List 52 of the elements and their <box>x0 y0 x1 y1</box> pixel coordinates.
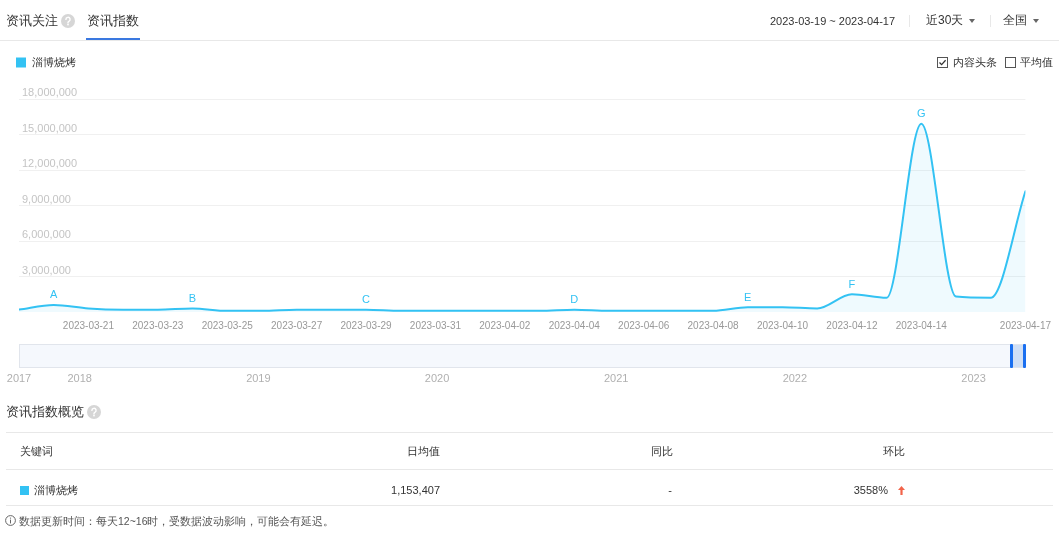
y-tick-label: 18,000,000 <box>22 86 78 99</box>
x-tick-label: 2023-04-06 <box>618 319 670 331</box>
text: 淄博烧烤 <box>34 483 78 497</box>
annotation: A <box>50 288 59 301</box>
text: 数据更新时间：每天12~16时，受数据波动影响，可能会有延迟。 <box>19 514 335 528</box>
x2-tick-label: 2020 <box>424 371 450 384</box>
text: 2023-03-19 ~ 2023-04-17 <box>770 14 896 28</box>
y-tick-label: 15,000,000 <box>22 121 78 134</box>
annotation: C <box>362 293 371 306</box>
legend-label: 淄博烧烤 <box>31 55 76 68</box>
text: 1,153,407 <box>391 483 440 497</box>
x-tick-label: 2023-04-10 <box>756 319 809 331</box>
x-tick-label: 2023-04-12 <box>826 319 878 331</box>
text: 资讯指数 <box>87 12 139 29</box>
annotation: G <box>917 107 926 120</box>
x-tick-label: 2023-03-27 <box>271 319 323 331</box>
x-tick-label: 2023-03-31 <box>409 319 462 331</box>
text: 近30天 <box>926 13 964 28</box>
text: 3558% <box>853 483 888 497</box>
x2-tick-label: 2023 <box>961 371 986 384</box>
annotation: F <box>848 277 856 290</box>
text: 内容头条 <box>953 55 997 69</box>
annotation: B <box>188 291 197 304</box>
annotation: E <box>744 290 752 303</box>
x2-tick-label: 2017 <box>6 371 32 384</box>
text: 日均值 <box>407 444 440 458</box>
text: 同比 <box>651 444 673 458</box>
x-tick-label: 2023-04-02 <box>479 319 531 331</box>
y-tick-label: 3,000,000 <box>22 263 71 276</box>
text: 资讯指数概览 <box>6 403 84 420</box>
x-tick-label: 2023-03-25 <box>201 319 254 331</box>
x2-tick-label: 2019 <box>246 371 271 384</box>
text: 环比 <box>883 444 905 458</box>
x2-tick-label: 2022 <box>782 371 808 384</box>
x-tick-label: 2023-03-23 <box>132 319 184 331</box>
text: - <box>668 483 672 497</box>
text: 关键词 <box>20 444 53 458</box>
x-tick-label: 2023-04-17 <box>999 319 1052 331</box>
y-tick-label: 12,000,000 <box>22 157 78 170</box>
x2-tick-label: 2021 <box>603 371 629 384</box>
x2-tick-label: 2018 <box>67 371 92 384</box>
x-tick-label: 2023-04-08 <box>687 319 740 331</box>
x-tick-label: 2023-03-29 <box>340 319 393 331</box>
x-tick-label: 2023-03-21 <box>62 319 115 331</box>
annotation: D <box>570 293 579 306</box>
text: 全国 <box>1003 13 1027 28</box>
text: 平均值 <box>1020 55 1053 69</box>
x-tick-label: 2023-04-04 <box>548 319 601 331</box>
x-tick-label: 2023-04-14 <box>895 319 948 331</box>
text: 资讯关注 <box>6 12 58 29</box>
y-tick-label: 9,000,000 <box>22 192 71 205</box>
y-tick-label: 6,000,000 <box>22 228 71 241</box>
